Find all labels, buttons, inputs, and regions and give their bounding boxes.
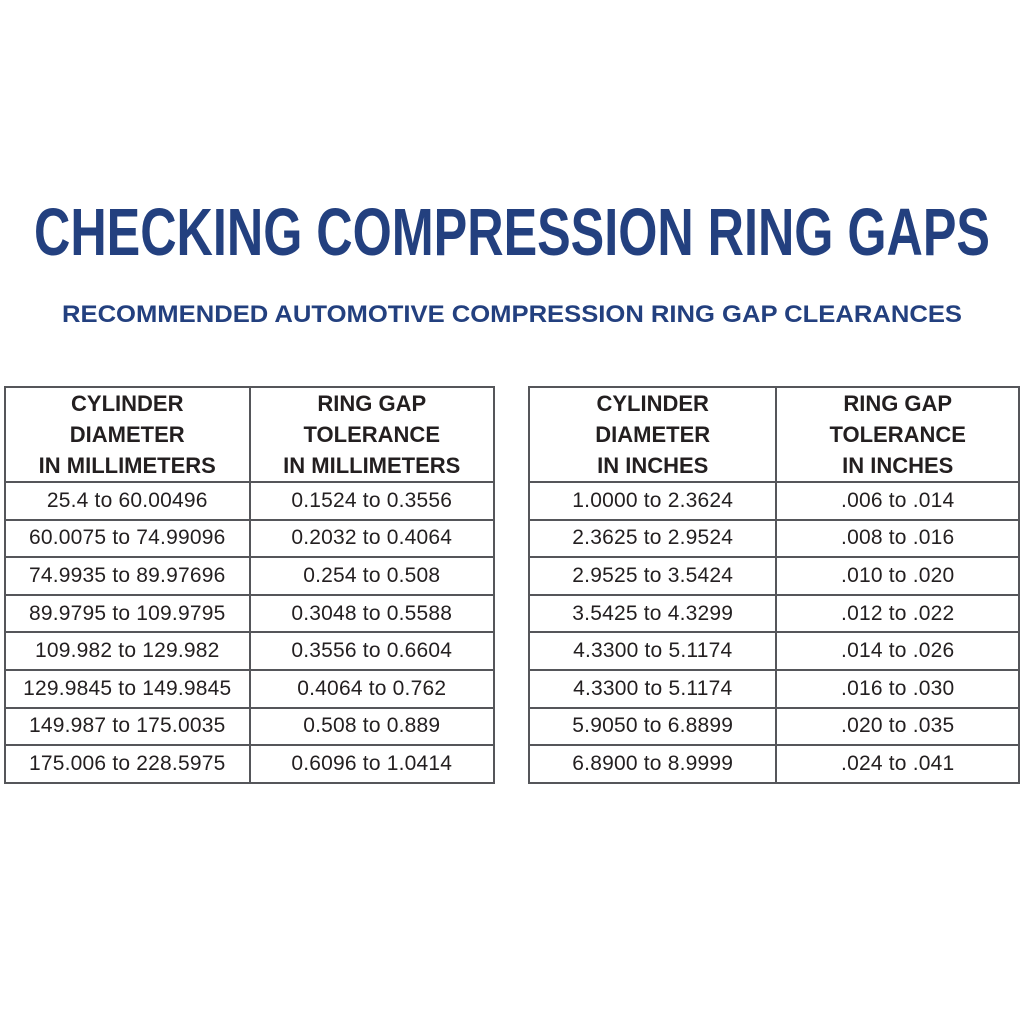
header-line: RING GAP: [317, 391, 427, 416]
cylinder-diameter-cell: 6.8900 to 8.9999: [527, 744, 778, 784]
ring-gap-tolerance-cell: .014 to .026: [775, 631, 1020, 671]
header-line: TOLERANCE: [303, 422, 441, 447]
table-row: 2.3625 to 2.9524 .008 to .016: [527, 518, 1020, 559]
ring-gap-tolerance-cell: .006 to .014: [775, 481, 1020, 521]
cylinder-diameter-cell: 109.982 to 129.982: [4, 631, 251, 671]
header-line: RING GAP: [843, 391, 953, 416]
ring-gap-tolerance-cell: .008 to .016: [775, 518, 1020, 559]
cylinder-diameter-cell: 60.0075 to 74.99096: [4, 518, 251, 559]
ring-gap-tolerance-cell: 0.254 to 0.508: [248, 556, 495, 596]
ring-gap-tolerance-cell: .012 to .022: [775, 593, 1020, 634]
cylinder-diameter-cell: 129.9845 to 149.9845: [4, 668, 251, 709]
cylinder-diameter-cell: 2.3625 to 2.9524: [527, 518, 778, 559]
cylinder-diameter-cell: 149.987 to 175.0035: [4, 706, 251, 747]
table-row: 4.3300 to 5.1174 .014 to .026: [527, 631, 1020, 671]
header-line: IN MILLIMETERS: [38, 453, 216, 478]
ring-gap-tolerance-cell: 0.4064 to 0.762: [248, 668, 495, 709]
in-ring-gap-tolerance-header: RING GAP TOLERANCE IN INCHES: [775, 386, 1020, 483]
cylinder-diameter-cell: 5.9050 to 6.8899: [527, 706, 778, 747]
ring-gap-tolerance-cell: 0.1524 to 0.3556: [248, 481, 495, 521]
table-header-row: CYLINDER DIAMETER IN MILLIMETERS RING GA…: [4, 386, 495, 483]
ring-gap-tolerance-cell: .020 to .035: [775, 706, 1020, 747]
page-title: CHECKING COMPRESSION RING GAPS: [34, 198, 990, 270]
mm-ring-gap-tolerance-header: RING GAP TOLERANCE IN MILLIMETERS: [248, 386, 495, 483]
table-row: 109.982 to 129.982 0.3556 to 0.6604: [4, 631, 495, 671]
cylinder-diameter-cell: 89.9795 to 109.9795: [4, 593, 251, 634]
cylinder-diameter-cell: 74.9935 to 89.97696: [4, 556, 251, 596]
header-line: TOLERANCE: [829, 422, 966, 447]
table-header-row: CYLINDER DIAMETER IN INCHES RING GAP TOL…: [527, 386, 1020, 483]
table-row: 175.006 to 228.5975 0.6096 to 1.0414: [4, 744, 495, 784]
page-title-text: CHECKING COMPRESSION RING GAPS: [34, 198, 990, 270]
header-line: CYLINDER: [71, 391, 184, 416]
ring-gap-tolerance-cell: 0.6096 to 1.0414: [248, 744, 495, 784]
table-row: 1.0000 to 2.3624 .006 to .014: [527, 481, 1020, 521]
ring-gap-table-inches: CYLINDER DIAMETER IN INCHES RING GAP TOL…: [527, 386, 1020, 784]
table-row: 4.3300 to 5.1174 .016 to .030: [527, 668, 1020, 709]
ring-gap-tolerance-cell: .016 to .030: [775, 668, 1020, 709]
header-line: IN INCHES: [597, 453, 709, 478]
table-row: 25.4 to 60.00496 0.1524 to 0.3556: [4, 481, 495, 521]
ring-gap-tolerance-cell: .010 to .020: [775, 556, 1020, 596]
table-row: 89.9795 to 109.9795 0.3048 to 0.5588: [4, 593, 495, 634]
ring-gap-table-millimeters: CYLINDER DIAMETER IN MILLIMETERS RING GA…: [4, 386, 495, 784]
cylinder-diameter-cell: 1.0000 to 2.3624: [527, 481, 778, 521]
table-row: 6.8900 to 8.9999 .024 to .041: [527, 744, 1020, 784]
table-row: 2.9525 to 3.5424 .010 to .020: [527, 556, 1020, 596]
ring-gap-tolerance-cell: 0.508 to 0.889: [248, 706, 495, 747]
header-line: DIAMETER: [595, 422, 711, 447]
header-line: IN INCHES: [842, 453, 954, 478]
page-subtitle-text: RECOMMENDED AUTOMOTIVE COMPRESSION RING …: [62, 301, 962, 328]
ring-gap-tolerance-cell: 0.3556 to 0.6604: [248, 631, 495, 671]
table-row: 3.5425 to 4.3299 .012 to .022: [527, 593, 1020, 634]
table-row: 74.9935 to 89.97696 0.254 to 0.508: [4, 556, 495, 596]
mm-cylinder-diameter-header: CYLINDER DIAMETER IN MILLIMETERS: [4, 386, 251, 483]
table-row: 60.0075 to 74.99096 0.2032 to 0.4064: [4, 518, 495, 559]
cylinder-diameter-cell: 4.3300 to 5.1174: [527, 631, 778, 671]
header-line: DIAMETER: [69, 422, 185, 447]
ring-gap-tolerance-cell: 0.3048 to 0.5588: [248, 593, 495, 634]
table-row: 129.9845 to 149.9845 0.4064 to 0.762: [4, 668, 495, 709]
cylinder-diameter-cell: 175.006 to 228.5975: [4, 744, 251, 784]
page-subtitle: RECOMMENDED AUTOMOTIVE COMPRESSION RING …: [62, 301, 962, 328]
header-line: IN MILLIMETERS: [283, 453, 461, 478]
ring-gap-tolerance-cell: .024 to .041: [775, 744, 1020, 784]
cylinder-diameter-cell: 2.9525 to 3.5424: [527, 556, 778, 596]
in-cylinder-diameter-header: CYLINDER DIAMETER IN INCHES: [527, 386, 778, 483]
cylinder-diameter-cell: 4.3300 to 5.1174: [527, 668, 778, 709]
table-row: 5.9050 to 6.8899 .020 to .035: [527, 706, 1020, 747]
table-row: 149.987 to 175.0035 0.508 to 0.889: [4, 706, 495, 747]
cylinder-diameter-cell: 3.5425 to 4.3299: [527, 593, 778, 634]
ring-gap-tolerance-cell: 0.2032 to 0.4064: [248, 518, 495, 559]
header-line: CYLINDER: [596, 391, 709, 416]
cylinder-diameter-cell: 25.4 to 60.00496: [4, 481, 251, 521]
